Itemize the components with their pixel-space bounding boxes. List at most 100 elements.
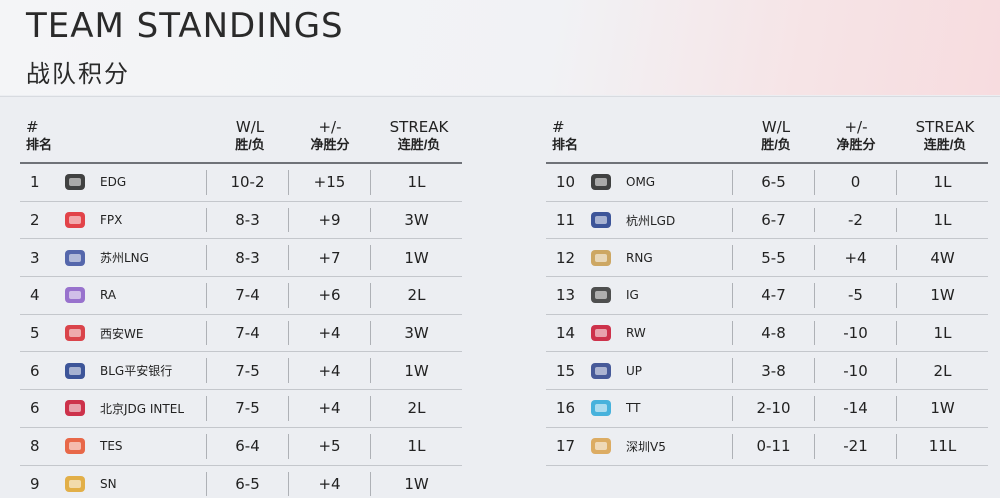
table-row: 16 TT 2-10 -14 1W <box>546 390 988 428</box>
rank-value: 10 <box>556 173 576 192</box>
streak-value: 2L <box>370 396 462 421</box>
v5-logo <box>588 435 614 457</box>
rank-value: 12 <box>556 248 576 267</box>
plus-minus-value: +4 <box>814 245 896 271</box>
header-background <box>0 0 1000 100</box>
team-logo-cell <box>584 202 618 239</box>
table-body: 10 OMG 6-5 0 1L 11 杭州LGD 6-7 -2 1L 12 RNG 5-5 +4 4W 13 I… <box>546 164 988 466</box>
rank-value: 6 <box>30 361 40 380</box>
plus-minus-column-header: +/- 净胜分 <box>310 118 350 152</box>
win-loss-value: 7-4 <box>206 320 288 346</box>
team-name: 深圳V5 <box>626 439 666 454</box>
table-row: 14 RW 4-8 -10 1L <box>546 315 988 353</box>
rank-value: 11 <box>556 211 576 230</box>
plus-minus-value: -14 <box>814 396 896 421</box>
plus-minus-value: -21 <box>814 433 896 459</box>
win-loss-value: 7-5 <box>206 358 288 384</box>
streak-value: 2L <box>896 358 988 384</box>
team-name: RNG <box>626 250 653 265</box>
plus-minus-value: +7 <box>288 245 370 271</box>
win-loss-value: 6-4 <box>206 433 288 459</box>
streak-value: 3W <box>370 207 462 233</box>
jdg-logo <box>62 397 88 419</box>
team-logo-cell <box>58 239 92 276</box>
team-name: RA <box>100 288 117 303</box>
plus-minus-value: +4 <box>288 471 370 497</box>
streak-value: 1L <box>896 170 988 195</box>
plus-minus-value: +4 <box>288 396 370 421</box>
streak-value: 1L <box>896 207 988 233</box>
blg-logo <box>62 360 88 382</box>
table-row: 8 TES 6-4 +5 1L <box>20 428 462 466</box>
team-name: OMG <box>626 175 656 190</box>
team-name: IG <box>626 288 639 303</box>
lgd-logo <box>588 209 614 231</box>
table-header: # 排名 W/L 胜/负 +/- 净胜分 STREAK 连胜/负 <box>20 108 462 164</box>
win-loss-value: 7-5 <box>206 396 288 421</box>
table-row: 1 EDG 10-2 +15 1L <box>20 164 462 202</box>
streak-value: 1W <box>370 471 462 497</box>
streak-value: 3W <box>370 320 462 346</box>
win-loss-value: 5-5 <box>732 245 814 271</box>
rank-value: 15 <box>556 361 576 380</box>
team-name: 苏州LNG <box>100 251 149 266</box>
ig-logo <box>588 284 614 306</box>
team-name: RW <box>626 326 646 341</box>
table-row: 17 深圳V5 0-11 -21 11L <box>546 428 988 466</box>
up-logo <box>588 360 614 382</box>
standings-table-left: # 排名 W/L 胜/负 +/- 净胜分 STREAK 连胜/负 1 EDG 10-… <box>20 108 462 498</box>
plus-minus-value: +9 <box>288 207 370 233</box>
table-row: 4 RA 7-4 +6 2L <box>20 277 462 315</box>
team-logo-cell <box>58 277 92 314</box>
table-row: 9 SN 6-5 +4 1W <box>20 466 462 498</box>
team-logo-cell <box>584 390 618 427</box>
streak-value: 1W <box>370 245 462 271</box>
plus-minus-value: +15 <box>288 170 370 195</box>
rank-column-header: # 排名 <box>26 118 53 152</box>
team-logo-cell <box>58 428 92 465</box>
tes-logo <box>62 435 88 457</box>
team-name: TES <box>100 439 123 454</box>
table-row: 6 BLG平安银行 7-5 +4 1W <box>20 352 462 391</box>
table-row: 2 FPX 8-3 +9 3W <box>20 202 462 240</box>
sn-logo <box>62 473 88 495</box>
table-body: 1 EDG 10-2 +15 1L 2 FPX 8-3 +9 3W 3 苏州LNG 8-3 +7 1W 4 RA… <box>20 164 462 498</box>
win-loss-value: 6-5 <box>206 471 288 497</box>
team-name: 北京JDG INTEL <box>100 401 185 416</box>
table-row: 6 北京JDG INTEL 7-5 +4 2L <box>20 390 462 428</box>
team-logo-cell <box>58 164 92 201</box>
wl-column-header: W/L 胜/负 <box>235 118 265 152</box>
lng-logo <box>62 247 88 269</box>
plus-minus-value: -2 <box>814 207 896 233</box>
rank-column-header: # 排名 <box>552 118 579 152</box>
team-logo-cell <box>584 428 618 465</box>
page-subtitle: 战队积分 <box>26 60 130 88</box>
win-loss-value: 4-7 <box>732 283 814 308</box>
rank-value: 9 <box>30 474 40 493</box>
table-row: 15 UP 3-8 -10 2L <box>546 352 988 391</box>
rank-value: 4 <box>30 286 40 305</box>
table-row: 11 杭州LGD 6-7 -2 1L <box>546 202 988 240</box>
table-row: 13 IG 4-7 -5 1W <box>546 277 988 315</box>
team-logo-cell <box>58 390 92 427</box>
fpx-logo <box>62 209 88 231</box>
win-loss-value: 4-8 <box>732 320 814 346</box>
win-loss-value: 8-3 <box>206 207 288 233</box>
win-loss-value: 8-3 <box>206 245 288 271</box>
team-logo-cell <box>584 352 618 389</box>
team-logo-cell <box>58 466 92 498</box>
rw-logo <box>588 322 614 344</box>
omg-logo <box>588 171 614 193</box>
team-logo-cell <box>584 239 618 276</box>
plus-minus-value: -10 <box>814 320 896 346</box>
rank-value: 13 <box>556 286 576 305</box>
team-logo-cell <box>584 164 618 201</box>
table-row: 10 OMG 6-5 0 1L <box>546 164 988 202</box>
win-loss-value: 3-8 <box>732 358 814 384</box>
streak-value: 4W <box>896 245 988 271</box>
streak-value: 1L <box>370 433 462 459</box>
streak-value: 11L <box>896 433 988 459</box>
win-loss-value: 6-7 <box>732 207 814 233</box>
plus-minus-value: +6 <box>288 283 370 308</box>
team-name: TT <box>626 401 641 416</box>
